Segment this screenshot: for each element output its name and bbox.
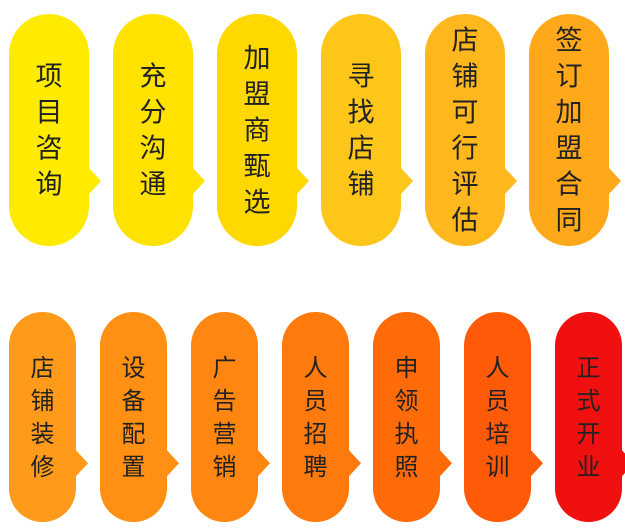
step-shape (282, 312, 361, 522)
step-steps_row2-3: 广告营销 (191, 312, 270, 522)
step-steps_row1-3: 加盟商甄选 (217, 14, 309, 246)
step-label: 正式开业 (577, 354, 601, 481)
step-steps_row2-1: 店铺装修 (9, 312, 88, 522)
step-label: 店铺可行评估 (452, 26, 479, 237)
step-shape (464, 312, 543, 522)
step-steps_row1-2: 充分沟通 (113, 14, 205, 246)
step-steps_row2-2: 设备配置 (100, 312, 179, 522)
step-steps_row2-4: 人员招聘 (282, 312, 361, 522)
step-shape (9, 312, 88, 522)
step-label: 申领执照 (395, 354, 419, 481)
step-steps_row2-5: 申领执照 (372, 312, 452, 522)
step-shape (529, 14, 621, 246)
step-shape (191, 312, 270, 522)
step-steps_row2-6: 人员培训 (464, 312, 543, 522)
step-steps_row2-7: 正式开业 (555, 312, 625, 522)
step-shape (372, 312, 452, 522)
step-label: 充分沟通 (140, 62, 167, 201)
step-label: 店铺装修 (31, 354, 55, 481)
step-steps_row1-1: 项目咨询 (9, 14, 101, 246)
step-label: 人员招聘 (304, 354, 328, 481)
step-label: 设备配置 (122, 354, 146, 481)
step-shape (425, 14, 517, 246)
step-shape (217, 14, 309, 246)
step-steps_row1-5: 店铺可行评估 (425, 14, 517, 246)
step-steps_row1-4: 寻找店铺 (321, 14, 413, 246)
step-shape (9, 14, 101, 246)
step-shape (100, 312, 179, 522)
step-shape (321, 14, 413, 246)
step-label: 加盟商甄选 (244, 44, 271, 219)
step-steps_row1-6: 签订加盟合同 (529, 14, 621, 246)
step-label: 签订加盟合同 (556, 26, 583, 237)
step-shape (555, 312, 625, 522)
step-shape (113, 14, 205, 246)
step-label: 寻找店铺 (348, 62, 375, 201)
step-label: 项目咨询 (36, 62, 63, 201)
step-label: 广告营销 (213, 354, 237, 481)
step-label: 人员培训 (486, 354, 510, 481)
